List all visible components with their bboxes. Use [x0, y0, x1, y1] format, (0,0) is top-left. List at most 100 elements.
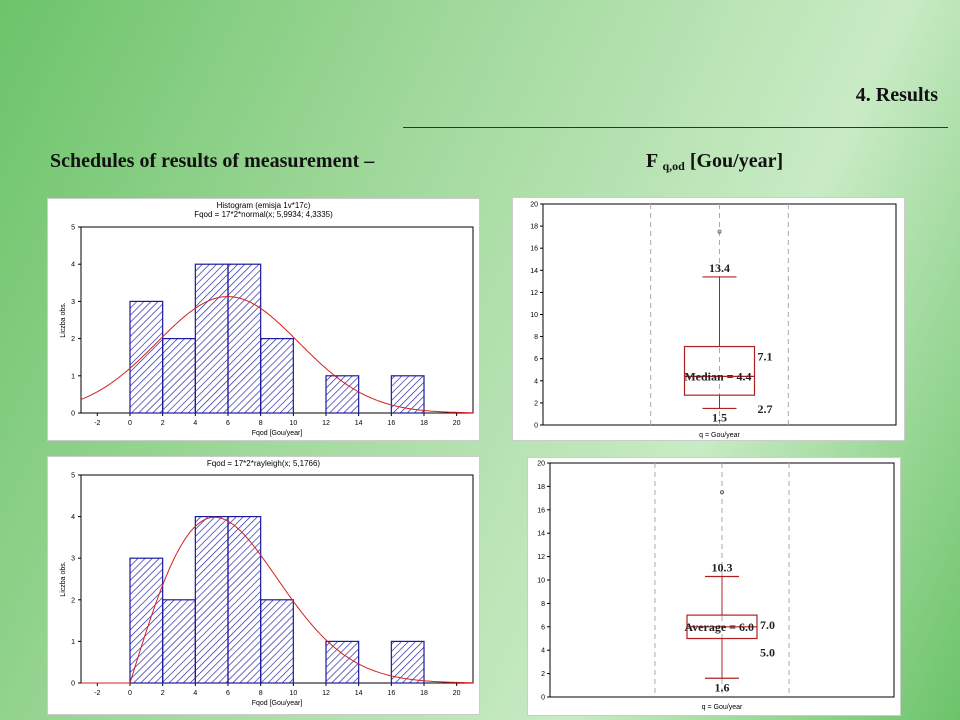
box	[683, 345, 756, 396]
chart-title: Histogram (emisja 1v*17c)	[217, 201, 311, 210]
whisker-high-label: 10.3	[712, 560, 733, 574]
y-tick-label: 2	[71, 597, 75, 604]
y-axis-label: Liczba obs.	[60, 302, 67, 337]
outlier-point	[719, 490, 724, 495]
y-tick-label: 10	[537, 578, 545, 585]
histogram-bar	[162, 338, 196, 414]
histogram-rayleigh-panel: Fqod = 17*2*rayleigh(x; 5,1766) 0 1 2 3 4 5 -2 0…	[47, 456, 480, 715]
histogram-bar	[227, 263, 262, 414]
y-tick-label: 4	[71, 262, 75, 269]
y-tick-label: 12	[537, 554, 545, 561]
y-tick-label: 0	[71, 411, 75, 418]
fit-curve	[80, 296, 473, 414]
y-tick-label: 1	[71, 639, 75, 646]
x-tick-label: 10	[289, 420, 297, 427]
y-tick-label: 0	[534, 423, 538, 430]
whisker-low-label: 1.5	[712, 410, 727, 424]
y-tick-label: 18	[530, 224, 538, 231]
y-tick-label: 0	[541, 695, 545, 702]
x-axis-label: q = Gou/year	[702, 704, 743, 711]
whisker-low-label: 1.6	[715, 680, 730, 694]
x-tick-label: 8	[259, 690, 263, 697]
x-tick-label: 4	[193, 420, 197, 427]
histogram-bar	[227, 515, 262, 684]
chart-subtitle: Fqod = 17*2*normal(x; 5,9934; 4,3335)	[194, 210, 333, 219]
x-tick-label: 12	[322, 690, 330, 697]
y-tick-label: 4	[534, 378, 538, 385]
y-tick-label: 0	[71, 681, 75, 688]
x-tick-label: 4	[193, 690, 197, 697]
y-tick-label: 2	[541, 671, 545, 678]
quantity-subscript: q,od	[662, 159, 685, 173]
histogram-bar	[325, 640, 360, 684]
slide-subtitle: Schedules of results of measurement –	[50, 150, 375, 172]
x-tick-label: -2	[94, 420, 100, 427]
x-tick-label: 16	[387, 690, 395, 697]
box-low-label: 2.7	[758, 402, 773, 416]
y-tick-label: 14	[530, 268, 538, 275]
quantity-symbol: F	[646, 150, 658, 172]
histogram-bar	[194, 263, 229, 414]
x-tick-label: 20	[453, 690, 461, 697]
x-tick-label: 6	[226, 690, 230, 697]
y-tick-label: 12	[530, 290, 538, 297]
y-tick-label: 2	[534, 400, 538, 407]
x-tick-label: 2	[161, 690, 165, 697]
x-tick-label: 18	[420, 690, 428, 697]
histogram-bar	[390, 375, 425, 414]
quantity-unit: [Gou/year]	[689, 150, 784, 172]
y-tick-label: 20	[537, 461, 545, 468]
box-low-label: 5.0	[760, 646, 775, 660]
y-tick-label: 8	[541, 601, 545, 608]
y-tick-label: 5	[71, 225, 75, 232]
y-tick-label: 14	[537, 531, 545, 538]
x-tick-label: 2	[161, 420, 165, 427]
boxplot-median-panel: 0 2 4 6 8 10 12 14 16 18 20 q = Gou/year 13.4 7.1 2.7 1…	[512, 197, 905, 441]
histogram-bar	[194, 515, 229, 684]
slide-subtitle-quantity: F q,od [Gou/year]	[646, 150, 783, 174]
x-tick-label: -2	[94, 690, 100, 697]
histogram-bar	[129, 300, 164, 414]
center-label: Median = 4.4	[684, 369, 751, 383]
center-label: Average = 6.0	[684, 620, 754, 634]
title-rule	[403, 127, 948, 128]
outlier-point	[717, 229, 722, 234]
x-tick-label: 8	[259, 420, 263, 427]
y-axis-label: Liczba obs.	[60, 561, 67, 596]
boxplot-median-chart: 0 2 4 6 8 10 12 14 16 18 20 q = Gou/year 13.4 7.1 2.7 1…	[530, 202, 897, 439]
box-high-label: 7.1	[758, 350, 773, 364]
x-axis-label: Fqod [Gou/year]	[252, 430, 303, 437]
section-title: 4. Results	[855, 84, 938, 106]
y-tick-label: 3	[71, 556, 75, 563]
y-tick-label: 3	[71, 299, 75, 306]
x-axis-label: q = Gou/year	[699, 432, 740, 439]
histogram-bar	[260, 599, 294, 684]
y-tick-label: 16	[537, 507, 545, 514]
boxplot-average-chart: 0 2 4 6 8 10 12 14 16 18 20 q = Gou/year 10.3 7.0 5.0 1…	[537, 461, 895, 711]
histogram-normal-chart: Histogram (emisja 1v*17c)Fqod = 17*2*nor…	[60, 201, 474, 437]
y-tick-label: 4	[541, 648, 545, 655]
x-tick-label: 14	[355, 690, 363, 697]
x-tick-label: 14	[355, 420, 363, 427]
y-tick-label: 5	[71, 473, 75, 480]
x-tick-label: 10	[289, 690, 297, 697]
histogram-normal-panel: Histogram (emisja 1v*17c) Fqod = 17*2*nor…	[47, 198, 480, 441]
histogram-bar	[390, 640, 425, 684]
y-tick-label: 6	[541, 624, 545, 631]
y-tick-label: 2	[71, 336, 75, 343]
x-tick-label: 0	[128, 690, 132, 697]
x-tick-label: 0	[128, 420, 132, 427]
box-high-label: 7.0	[760, 618, 775, 632]
histogram-bar	[260, 338, 294, 414]
y-tick-label: 18	[537, 484, 545, 491]
y-tick-label: 4	[71, 514, 75, 521]
x-tick-label: 18	[420, 420, 428, 427]
x-tick-label: 6	[226, 420, 230, 427]
histogram-bar	[129, 557, 164, 684]
chart-title: Fqod = 17*2*rayleigh(x; 5,1766)	[207, 459, 321, 468]
fit-curve	[81, 516, 473, 684]
boxplot-average-panel: 0 2 4 6 8 10 12 14 16 18 20 q = Gou/year 10.3 7.0 5.0 1…	[527, 457, 901, 716]
y-tick-label: 6	[534, 356, 538, 363]
y-tick-label: 8	[534, 334, 538, 341]
